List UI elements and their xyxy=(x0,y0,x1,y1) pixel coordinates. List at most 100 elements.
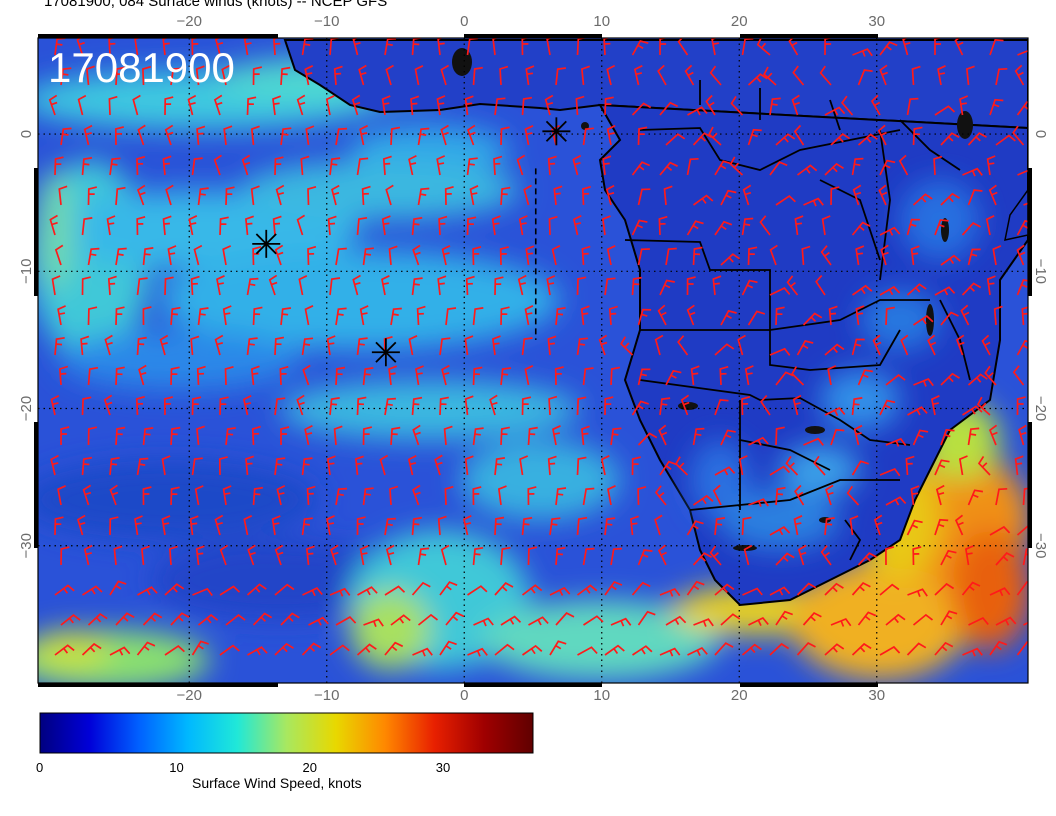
wind-barb xyxy=(1012,125,1025,146)
wind-barb xyxy=(388,245,398,266)
wind-barb xyxy=(142,486,152,506)
wind-barb xyxy=(686,580,705,596)
wind-barb xyxy=(472,546,484,566)
wind-barb xyxy=(389,485,399,506)
wind-barb xyxy=(87,247,100,266)
wind-barb xyxy=(885,306,895,326)
wind-barb xyxy=(327,215,337,236)
wind-barb xyxy=(572,154,582,176)
wind-barb xyxy=(527,486,537,506)
wind-barb xyxy=(857,552,877,566)
wind-barb xyxy=(607,485,616,506)
wind-barb xyxy=(384,397,396,416)
wind-barb xyxy=(552,425,561,446)
wind-barb xyxy=(769,347,791,356)
colorbar-tick-label: 20 xyxy=(302,760,317,775)
wind-barb xyxy=(358,64,367,86)
wind-barb xyxy=(793,124,805,146)
grid-lines xyxy=(38,38,1028,683)
wind-barb xyxy=(54,584,75,596)
wind-barb xyxy=(576,396,587,416)
wind-barb xyxy=(902,38,911,56)
wind-barb xyxy=(841,95,854,116)
y-tick-label-right: 0 xyxy=(1032,130,1049,138)
wind-barb xyxy=(444,185,454,206)
wind-barb xyxy=(326,455,336,476)
wind-barb xyxy=(659,161,678,176)
x-tick-label-top: 0 xyxy=(460,13,468,30)
wind-barb xyxy=(775,552,795,566)
wind-barb xyxy=(410,95,420,116)
wind-barb xyxy=(692,427,705,446)
wind-barb xyxy=(851,460,869,476)
wind-barb xyxy=(274,397,286,416)
wind-barb xyxy=(363,618,384,627)
wind-barb xyxy=(109,484,119,506)
wind-barb xyxy=(913,315,934,326)
wind-barb xyxy=(159,334,169,356)
date-overlay-label: 17081900 xyxy=(48,44,235,91)
wind-barb xyxy=(1022,487,1028,506)
wind-barb xyxy=(57,305,66,326)
colorbar-tick-label: 30 xyxy=(435,760,451,775)
wind-barb xyxy=(197,307,209,326)
wind-barb xyxy=(54,336,65,356)
wind-barb xyxy=(548,395,558,416)
wind-barb xyxy=(57,485,66,506)
y-tick-label-right: −20 xyxy=(1032,396,1049,421)
map-area[interactable] xyxy=(10,35,1043,690)
wind-barb xyxy=(581,245,591,266)
colorbar xyxy=(39,712,534,754)
wind-barb xyxy=(518,215,528,236)
wind-barb xyxy=(81,217,93,236)
wind-barb xyxy=(954,514,964,536)
wind-barb xyxy=(381,95,391,116)
wind-barb xyxy=(494,516,505,536)
x-tick-label-top: −10 xyxy=(314,13,339,30)
wind-barb xyxy=(50,454,59,476)
wind-barb xyxy=(225,427,236,446)
wind-barb xyxy=(940,610,958,626)
wind-barb xyxy=(440,544,450,566)
wind-barb xyxy=(995,67,1008,86)
wind-barb xyxy=(803,197,824,207)
wind-barb xyxy=(580,425,590,446)
wind-barb xyxy=(444,485,454,506)
wind-barb xyxy=(547,155,557,176)
wind-barb xyxy=(191,38,199,56)
wind-barb xyxy=(934,105,956,116)
wind-barb xyxy=(247,646,268,656)
wind-barb xyxy=(954,38,964,56)
wind-barb xyxy=(631,102,652,116)
wind-barb xyxy=(142,247,154,266)
wind-barb xyxy=(555,546,566,566)
wind-barb xyxy=(654,514,663,536)
wind-barb xyxy=(705,94,716,116)
wind-barb xyxy=(637,248,650,266)
wind-barb xyxy=(381,215,391,236)
wind-barb xyxy=(274,583,295,596)
wind-barb xyxy=(977,455,991,476)
wind-barb xyxy=(335,366,346,386)
wind-barb xyxy=(85,65,95,86)
wind-barb xyxy=(913,377,934,387)
wind-barb xyxy=(940,132,960,146)
wind-barb xyxy=(674,456,689,476)
y-tick-label-right: −10 xyxy=(1032,259,1049,284)
x-tick-label-bottom: 10 xyxy=(593,687,610,704)
wind-barb xyxy=(608,305,618,326)
wind-barb xyxy=(408,335,418,356)
wind-barb xyxy=(472,486,482,506)
wind-barb xyxy=(659,397,671,416)
wind-barb xyxy=(499,65,509,86)
wind-barb xyxy=(161,455,171,476)
wind-barb xyxy=(296,94,306,116)
wind-barb xyxy=(900,334,909,356)
wind-barb xyxy=(109,516,119,536)
wind-barb xyxy=(274,156,284,176)
wind-barb xyxy=(604,644,625,656)
wind-barb xyxy=(769,642,790,656)
wind-barb xyxy=(824,106,846,116)
wind-barb xyxy=(637,126,648,146)
wind-barb xyxy=(473,617,494,627)
